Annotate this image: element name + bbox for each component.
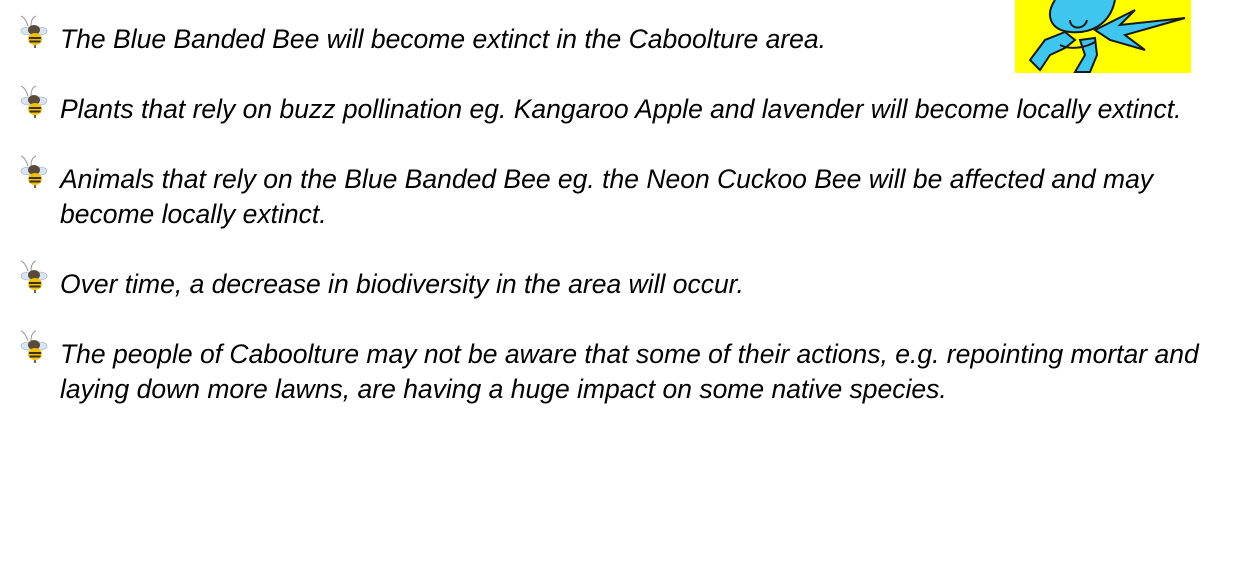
bullet-text: The people of Caboolture may not be awar…	[60, 339, 1199, 404]
bee-bullet-icon	[18, 259, 52, 295]
bullet-list: The Blue Banded Bee will become extinct …	[0, 22, 1225, 442]
bullet-text: Over time, a decrease in biodiversity in…	[60, 269, 744, 299]
bullet-item: Animals that rely on the Blue Banded Bee…	[0, 162, 1225, 232]
bullet-text: The Blue Banded Bee will become extinct …	[60, 24, 826, 54]
page: The Blue Banded Bee will become extinct …	[0, 0, 1238, 574]
bullet-text: Plants that rely on buzz pollination eg.…	[60, 94, 1182, 124]
bullet-item: Plants that rely on buzz pollination eg.…	[0, 92, 1225, 127]
bullet-item: Over time, a decrease in biodiversity in…	[0, 267, 1225, 302]
bullet-text: Animals that rely on the Blue Banded Bee…	[60, 164, 1153, 229]
bullet-item: The people of Caboolture may not be awar…	[0, 337, 1225, 407]
bullet-item: The Blue Banded Bee will become extinct …	[0, 22, 1225, 57]
bee-bullet-icon	[18, 84, 52, 120]
bee-bullet-icon	[18, 329, 52, 365]
bee-bullet-icon	[18, 154, 52, 190]
bee-bullet-icon	[18, 14, 52, 50]
